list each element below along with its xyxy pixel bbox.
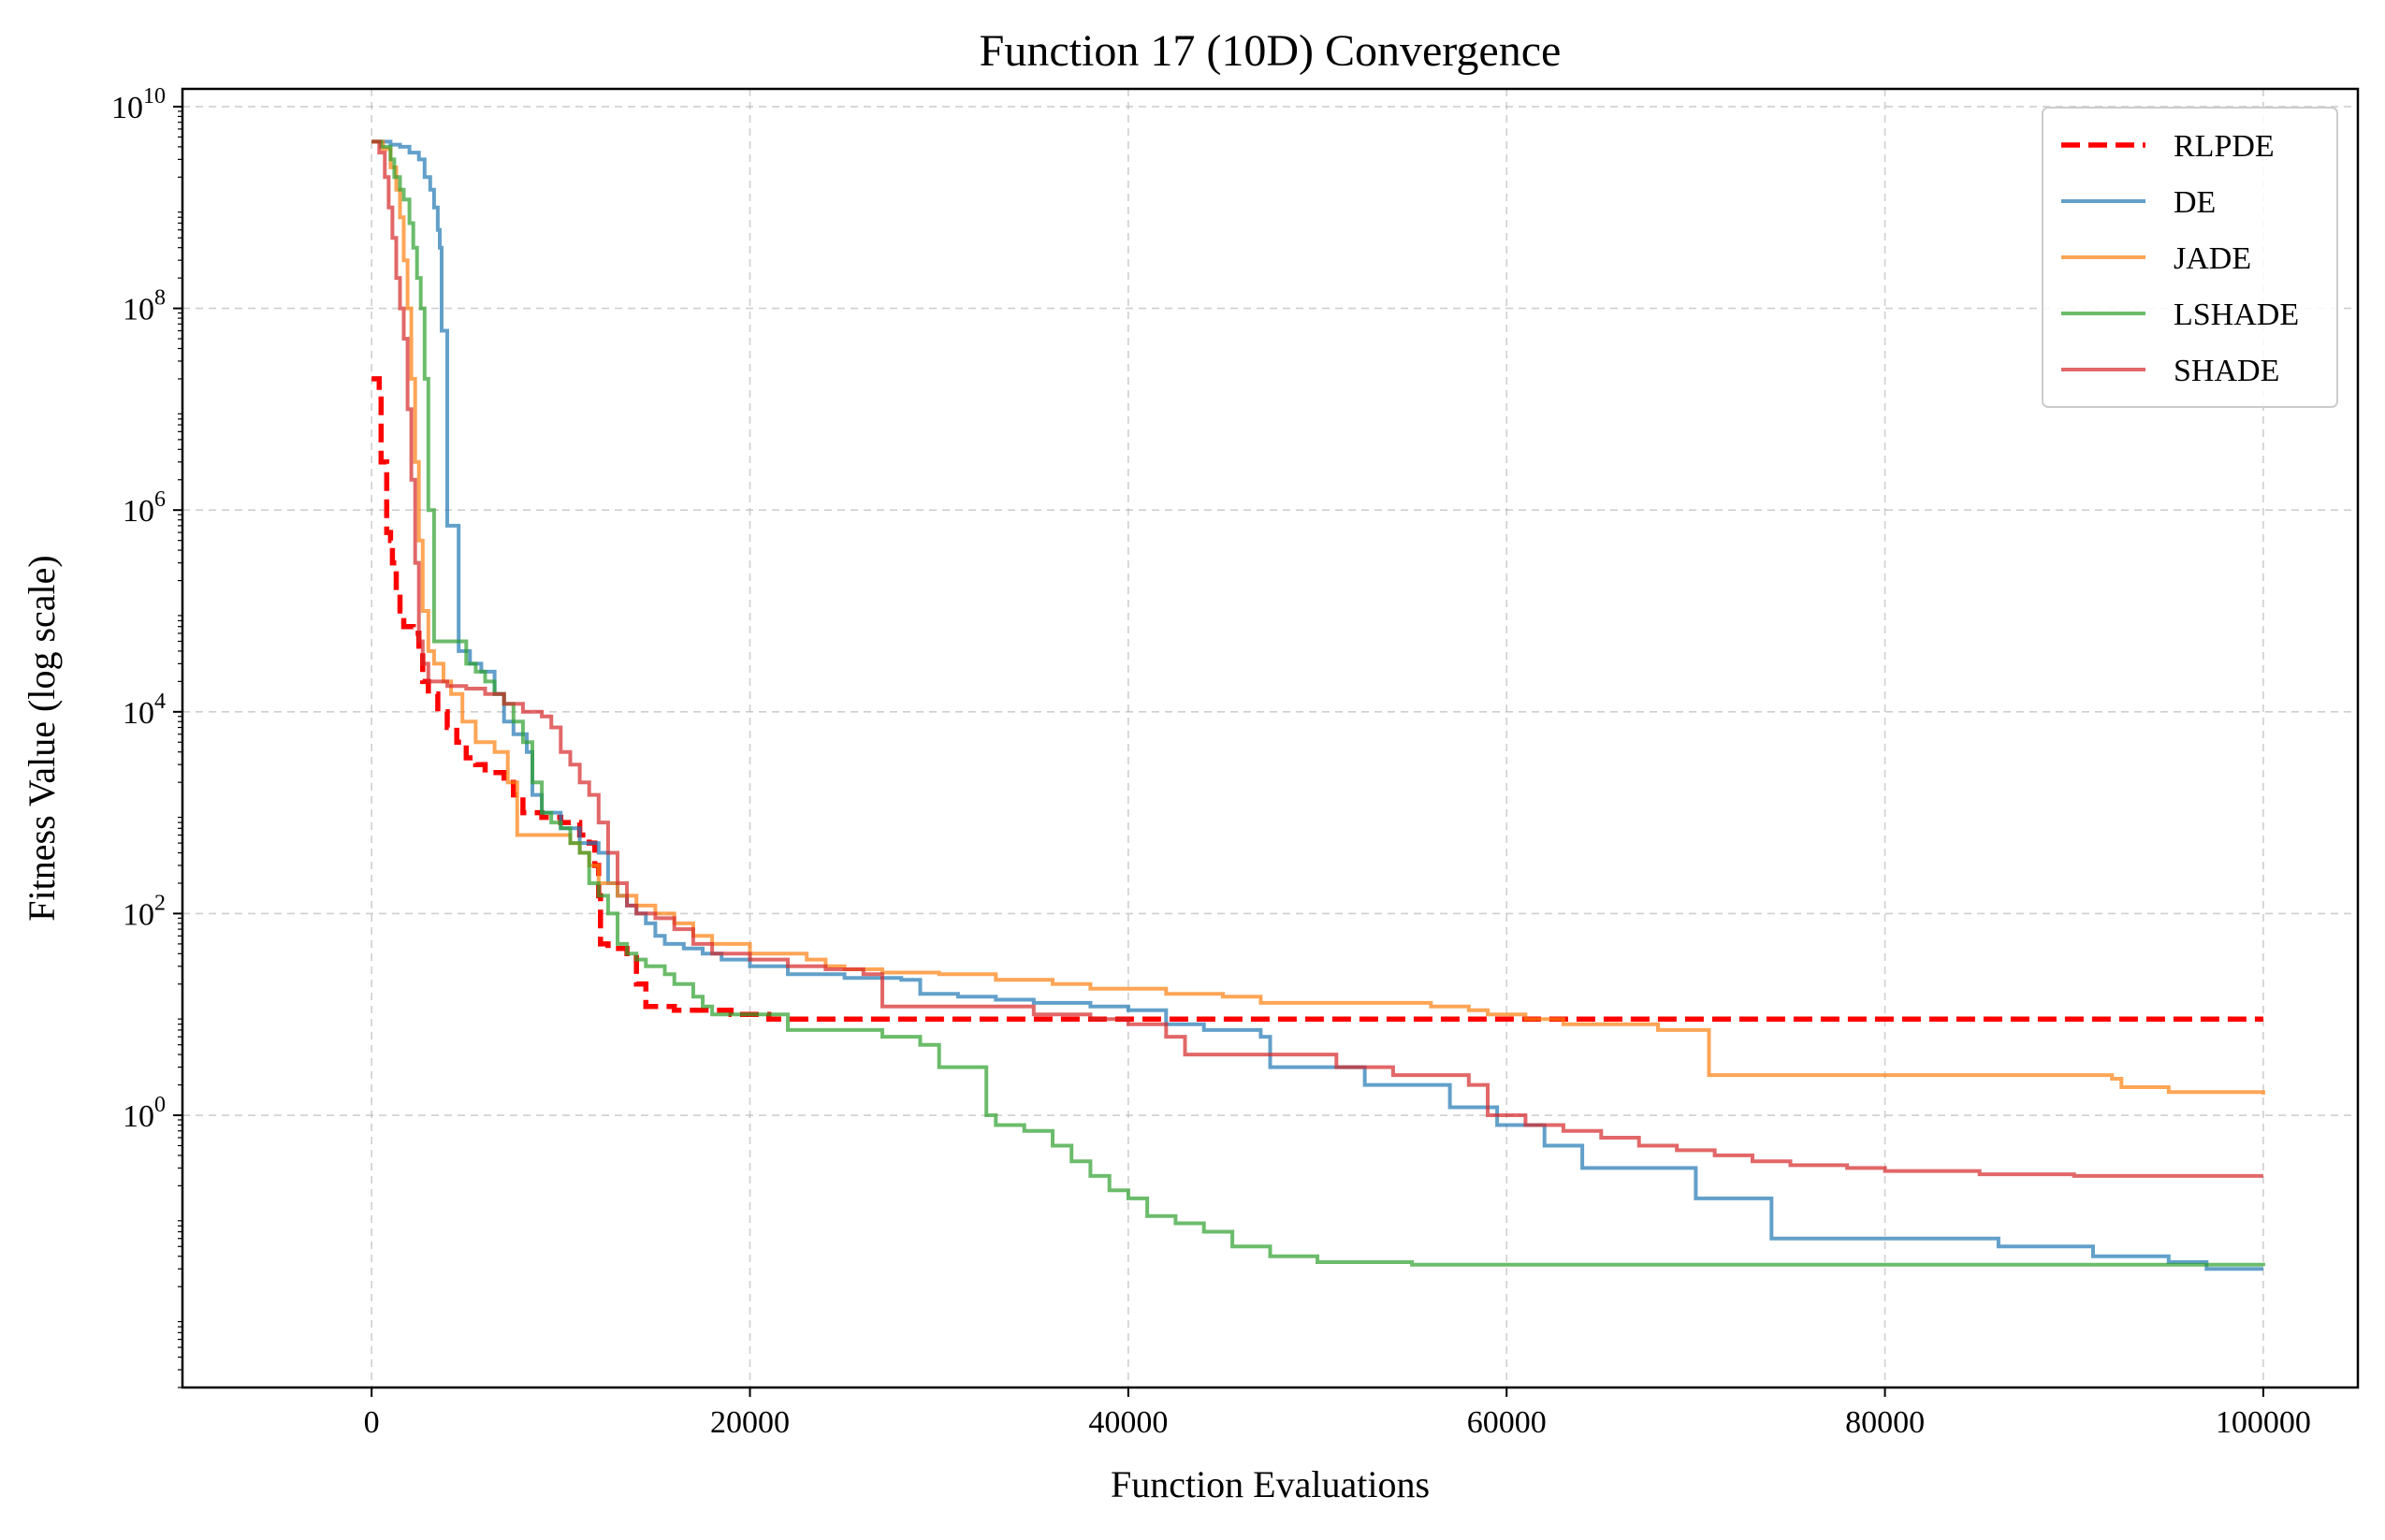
x-axis-label: Function Evaluations [1111,1463,1430,1505]
series-line-shade [371,139,2263,1178]
y-tick-label: 108 [123,286,166,327]
series-line-jade [371,139,2265,1095]
chart-title: Function 17 (10D) Convergence [980,26,1562,76]
y-tick-label: 104 [123,690,166,731]
x-tick-label: 40000 [1088,1405,1168,1440]
legend-label-rlpde: RLPDE [2174,129,2275,164]
y-tick-label: 100 [123,1093,166,1134]
x-tick-label: 60000 [1467,1405,1547,1440]
grid [182,89,2358,1387]
plot-frame [181,87,2360,1389]
x-tick-label: 20000 [710,1405,790,1440]
legend-label-shade: SHADE [2174,354,2279,388]
x-tick-label: 80000 [1845,1405,1925,1440]
legend-label-de: DE [2174,185,2216,220]
legend-label-jade: JADE [2174,241,2251,276]
series-line-de [371,139,2263,1271]
legend-box [2042,107,2338,408]
series-line-lshade [371,139,2265,1267]
y-axis-label: Fitness Value (log scale) [21,555,63,921]
y-tick-label: 1010 [111,84,166,125]
y-tick-label: 106 [123,487,166,529]
series-lines [371,139,2265,1271]
x-tick-label: 100000 [2216,1405,2311,1440]
legend: RLPDE DE JADE LSHADE SHADE [2042,107,2338,408]
y-tick-label: 102 [123,891,166,932]
legend-label-lshade: LSHADE [2174,298,2299,332]
axis-ticks: 0 20000 40000 60000 80000 100000 100 102 104 106 1… [111,84,2311,1440]
x-tick-label: 0 [364,1405,380,1440]
